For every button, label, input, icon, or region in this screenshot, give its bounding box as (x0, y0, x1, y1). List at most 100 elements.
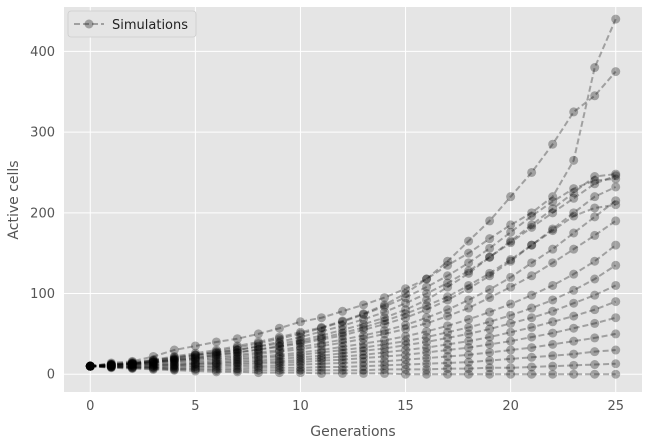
data-point (85, 361, 95, 371)
data-point (253, 368, 263, 378)
data-point (422, 274, 432, 284)
data-point (569, 323, 579, 333)
data-point (506, 227, 516, 237)
data-point (569, 349, 579, 359)
data-point (401, 293, 411, 303)
x-tick-label: 5 (191, 399, 199, 414)
data-point (127, 360, 137, 370)
data-point (464, 284, 474, 294)
data-point (316, 362, 326, 372)
data-point (106, 361, 116, 371)
data-point (464, 343, 474, 353)
series-3 (85, 169, 621, 371)
data-point (295, 365, 305, 375)
data-point (380, 364, 390, 374)
data-point (127, 359, 137, 369)
data-point (295, 327, 305, 337)
data-point (337, 328, 347, 338)
data-point (590, 91, 600, 101)
data-point (127, 362, 137, 372)
data-point (527, 258, 537, 268)
data-point (127, 359, 137, 369)
data-point (253, 329, 263, 339)
data-point (316, 323, 326, 333)
data-point (316, 313, 326, 323)
data-point (106, 360, 116, 370)
data-point (337, 348, 347, 358)
data-point (359, 350, 369, 360)
series-line (90, 362, 616, 372)
data-point (169, 361, 179, 371)
data-point (148, 362, 158, 372)
data-point (569, 360, 579, 370)
data-point (464, 268, 474, 278)
data-point (253, 351, 263, 361)
data-point (422, 313, 432, 323)
data-point (401, 324, 411, 334)
data-point (443, 351, 453, 361)
data-point (253, 353, 263, 363)
data-point (127, 360, 137, 370)
data-point (106, 362, 116, 372)
data-point (464, 266, 474, 276)
data-point (190, 364, 200, 374)
data-point (337, 355, 347, 365)
data-point (548, 280, 558, 290)
data-point (85, 361, 95, 371)
data-point (232, 356, 242, 366)
data-point (85, 361, 95, 371)
data-point (401, 360, 411, 370)
data-point (169, 356, 179, 366)
data-point (506, 345, 516, 355)
data-point (190, 366, 200, 376)
data-point (253, 361, 263, 371)
data-point (232, 350, 242, 360)
data-point (274, 365, 284, 375)
data-point (443, 295, 453, 305)
plot-background (64, 7, 642, 392)
data-point (422, 369, 432, 379)
data-point (274, 351, 284, 361)
data-point (359, 322, 369, 332)
data-point (380, 347, 390, 357)
data-point (590, 360, 600, 370)
data-point (274, 350, 284, 360)
data-point (295, 347, 305, 357)
data-point (464, 248, 474, 258)
data-point (190, 362, 200, 372)
data-point (569, 228, 579, 238)
data-point (485, 317, 495, 327)
data-point (148, 362, 158, 372)
data-point (148, 356, 158, 366)
data-point (527, 322, 537, 332)
data-point (527, 290, 537, 300)
data-point (337, 368, 347, 378)
data-point (485, 252, 495, 262)
data-point (190, 359, 200, 369)
data-point (337, 316, 347, 326)
data-point (85, 361, 95, 371)
data-point (611, 313, 621, 323)
data-point (590, 192, 600, 202)
data-point (569, 298, 579, 308)
data-point (401, 320, 411, 330)
data-point (485, 243, 495, 253)
data-point (337, 338, 347, 348)
data-point (295, 342, 305, 352)
data-point (506, 327, 516, 337)
data-point (422, 305, 432, 315)
data-point (85, 361, 95, 371)
data-point (211, 365, 221, 375)
data-point (169, 355, 179, 365)
data-point (211, 350, 221, 360)
data-point (295, 317, 305, 327)
data-point (380, 351, 390, 361)
data-point (253, 349, 263, 359)
data-point (611, 369, 621, 379)
data-point (506, 255, 516, 265)
data-point (380, 360, 390, 370)
data-point (590, 274, 600, 284)
series-11 (85, 313, 621, 372)
data-point (569, 208, 579, 218)
data-point (211, 359, 221, 369)
